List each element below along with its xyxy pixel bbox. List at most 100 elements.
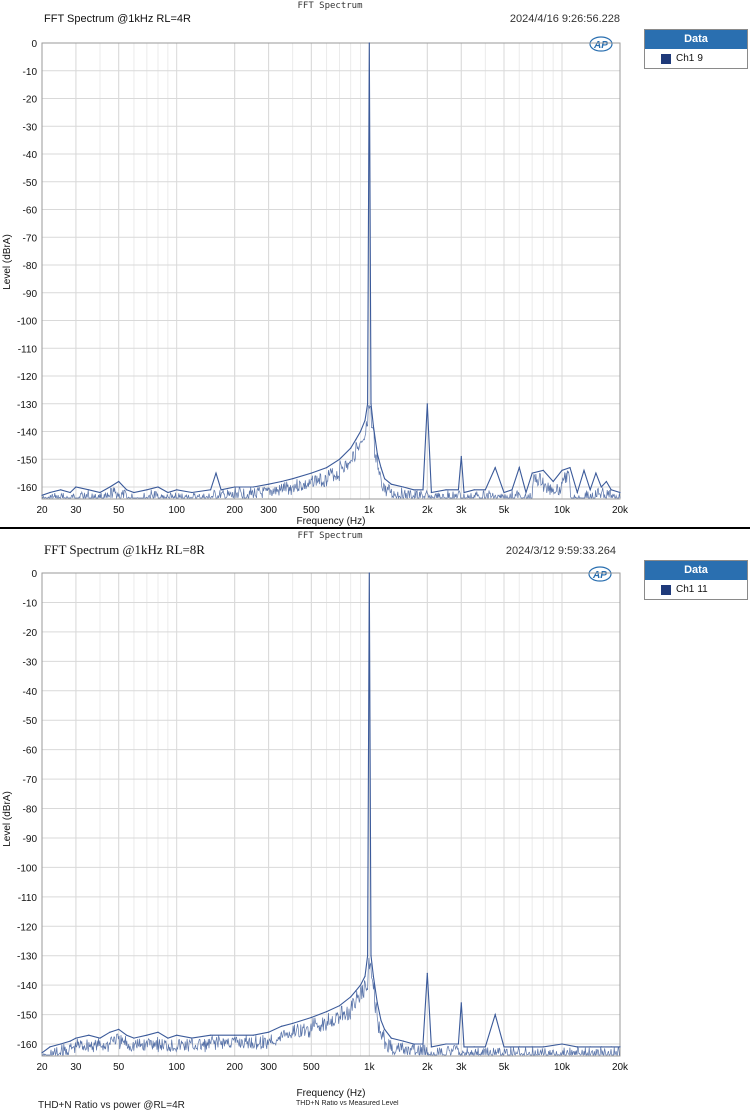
data-point	[576, 1046, 578, 1048]
ap-logo-icon: AP	[589, 36, 613, 52]
data-point	[430, 491, 432, 494]
data-point	[600, 486, 602, 488]
data-point	[99, 1037, 101, 1039]
data-point	[234, 486, 236, 488]
data-point	[390, 1037, 392, 1039]
data-point	[326, 467, 328, 469]
y-axis-label: Level (dBrA)	[2, 791, 13, 847]
data-point	[518, 1046, 520, 1048]
data-point	[69, 491, 71, 494]
data-point	[215, 472, 217, 474]
chart-canvas-rl8: FFT Spectrum FFT Spectrum @1kHz RL=8R 20…	[2, 531, 629, 1099]
data-point	[610, 1046, 612, 1048]
x-tick-label: 3k	[456, 505, 468, 516]
data-point	[531, 1046, 533, 1048]
data-point	[280, 1025, 283, 1027]
data-point	[157, 486, 159, 488]
data-point	[49, 491, 51, 494]
data-point	[460, 455, 462, 458]
data-point	[368, 42, 370, 44]
data-point	[75, 1037, 77, 1039]
data-point	[561, 469, 563, 471]
data-point	[133, 1037, 135, 1039]
legend-entry-ch1[interactable]: Ch1 9	[645, 49, 747, 68]
y-tick-label: -70	[23, 233, 38, 244]
data-point	[364, 975, 366, 977]
y-tick-label: -70	[23, 775, 38, 786]
data-point	[595, 472, 597, 474]
data-point	[422, 1043, 424, 1045]
data-point	[402, 1040, 404, 1042]
y-axis-label: Level (dBrA)	[2, 234, 13, 290]
legend-title: Data	[645, 561, 747, 580]
y-tick-label: -60	[23, 746, 38, 757]
data-point	[338, 458, 341, 460]
data-point	[191, 491, 193, 494]
data-point	[380, 467, 382, 469]
plot-area-rl4: 0 -10 -20 -30 -40 -50 -60 -70 -80 -90 -100 -110 -120…	[17, 39, 629, 516]
data-point	[569, 467, 571, 469]
y-tick-label: -140	[17, 981, 37, 992]
ap-logo-text: AP	[592, 570, 607, 581]
data-point	[583, 469, 585, 471]
x-tick-label: 200	[226, 505, 243, 516]
next-chart-title: THD+N Ratio vs power @RL=4R	[38, 1100, 185, 1111]
data-point	[359, 984, 362, 986]
legend-entry-count: 9	[697, 53, 703, 64]
data-point	[457, 1043, 459, 1045]
data-point	[372, 975, 374, 977]
data-point	[364, 419, 366, 421]
data-point	[503, 1046, 505, 1048]
data-point	[310, 1016, 312, 1019]
x-tick-label: 300	[260, 1062, 277, 1073]
x-tick-label: 50	[113, 505, 125, 516]
chart-panel-rl4: FFT Spectrum FFT Spectrum @1kHz RL=4R 20…	[0, 0, 750, 527]
data-point	[576, 491, 578, 494]
chart-canvas-rl4: FFT Spectrum FFT Spectrum @1kHz RL=4R 20…	[2, 1, 629, 527]
data-point	[413, 1043, 415, 1045]
data-point	[531, 472, 533, 474]
legend-box: Data Ch1 9	[644, 29, 748, 69]
legend-entry-ch1[interactable]: Ch1 11	[645, 580, 747, 599]
x-tick-label: 1k	[364, 1062, 376, 1073]
y-tick-label: -110	[18, 344, 38, 355]
data-point	[326, 1011, 328, 1013]
data-point	[167, 491, 169, 494]
chart-header-title: FFT Spectrum	[297, 531, 362, 541]
chart-panel-rl8: FFT Spectrum FFT Spectrum @1kHz RL=8R 20…	[0, 529, 750, 1100]
data-point	[552, 480, 554, 483]
data-point	[463, 1046, 465, 1048]
chart-title: FFT Spectrum @1kHz RL=4R	[44, 13, 191, 25]
data-point	[157, 1031, 159, 1033]
next-chart-strip: THD+N Ratio vs power @RL=4R THD+N Ratio …	[0, 1100, 750, 1112]
data-point	[310, 472, 312, 474]
x-tick-label: 2k	[422, 1062, 434, 1073]
data-point	[292, 478, 294, 480]
data-point	[191, 1037, 193, 1039]
noise-floor-texture	[41, 957, 620, 1057]
x-tick-label: 10k	[554, 1062, 571, 1073]
data-point	[234, 1034, 236, 1036]
x-tick-label: 20k	[612, 1062, 629, 1073]
series-line-ch1	[41, 42, 621, 496]
data-point	[402, 486, 404, 488]
data-point	[176, 1034, 178, 1036]
y-tick-label: -60	[23, 206, 38, 217]
legend-entry-label: Ch1	[676, 53, 695, 64]
data-point	[118, 480, 120, 483]
data-point	[75, 486, 77, 488]
y-tick-label: -40	[23, 687, 38, 698]
data-point	[338, 1005, 341, 1007]
x-tick-label: 500	[303, 505, 320, 516]
data-point	[384, 1028, 386, 1030]
data-point	[370, 955, 372, 957]
x-tick-label: 100	[168, 1062, 185, 1073]
x-tick-label: 200	[226, 1062, 243, 1073]
data-point	[41, 494, 43, 496]
data-point	[252, 1034, 254, 1036]
data-point	[292, 1022, 294, 1024]
data-point	[561, 1043, 563, 1045]
x-tick-label: 2k	[422, 505, 434, 516]
chart-title: FFT Spectrum @1kHz RL=8R	[44, 542, 205, 557]
data-point	[133, 491, 135, 494]
